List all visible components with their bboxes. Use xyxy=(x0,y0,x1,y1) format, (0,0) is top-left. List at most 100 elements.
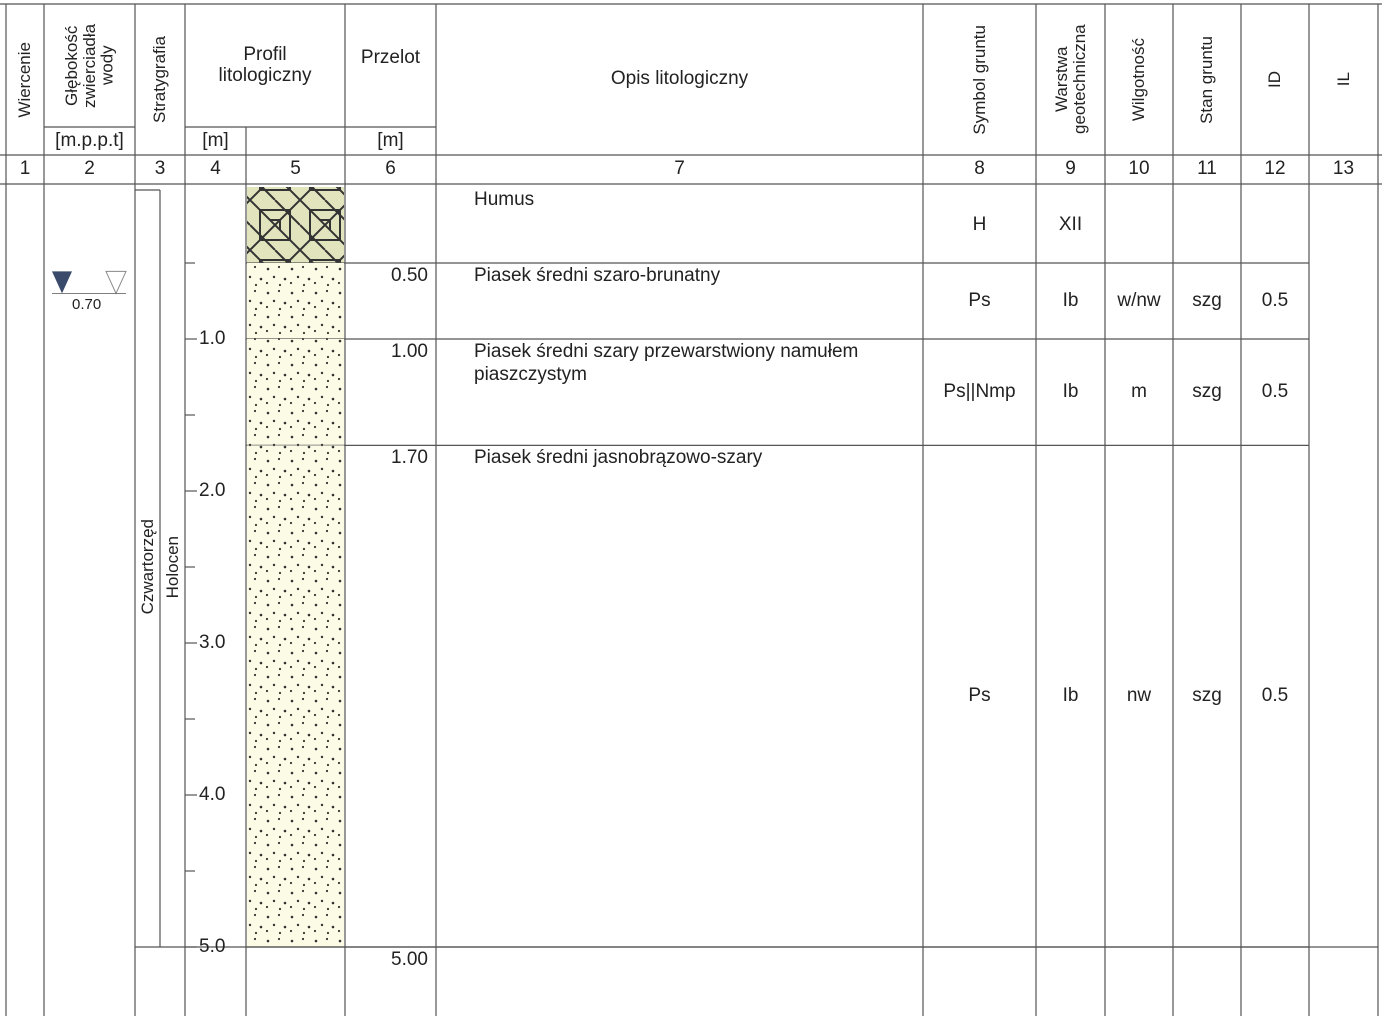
layer-moisture-cell: nw xyxy=(1105,445,1173,947)
stratigraphy-epoch: Holocen xyxy=(162,535,182,599)
sand-fill xyxy=(247,445,344,947)
sand-fill xyxy=(247,263,344,339)
column-number: 11 xyxy=(1197,158,1217,180)
column-number: 8 xyxy=(974,158,985,180)
stratigraphy-epoch-cell: Holocen xyxy=(160,187,185,947)
layer-moisture: m xyxy=(1131,380,1147,402)
layer-state-cell: szg xyxy=(1173,445,1241,947)
column-header-cell: Warstwa geotechniczna xyxy=(1036,4,1105,155)
unit-label: [m.p.p.t] xyxy=(55,129,124,151)
sand-fill xyxy=(247,339,344,446)
layer-moisture: w/nw xyxy=(1117,289,1161,311)
przelot-depth: 1.00 xyxy=(391,341,428,362)
column-header: IL xyxy=(1333,72,1353,87)
unit-label-cell: [m.p.p.t] xyxy=(44,127,135,155)
layer-state: szg xyxy=(1192,289,1222,311)
column-number-cell: 12 xyxy=(1241,155,1309,184)
water-marker-open xyxy=(105,270,127,295)
layer-geotech-layer-cell: XII xyxy=(1036,187,1105,263)
column-header-cell: Głębokość zwierciadła wody xyxy=(44,4,135,127)
layer-symbol: Ps||Nmp xyxy=(943,380,1016,402)
column-number-cell: 3 xyxy=(135,155,185,184)
layer-geotech-layer-cell: Ib xyxy=(1036,445,1105,947)
column-number: 12 xyxy=(1264,158,1286,180)
column-header-cell: Wiercenie xyxy=(6,4,44,155)
przelot-depth: 1.70 xyxy=(391,447,428,469)
column-header-cell: Przelot xyxy=(345,4,436,127)
humus-fill xyxy=(247,187,344,263)
przelot-depth: 5.00 xyxy=(391,949,428,970)
column-header-cell: IL xyxy=(1309,4,1378,155)
column-number: 7 xyxy=(674,158,685,180)
column-header: Stratygrafia xyxy=(150,36,170,123)
column-number: 10 xyxy=(1128,158,1150,180)
column-header: Symbol gruntu xyxy=(969,24,989,135)
layer-description: Humus xyxy=(474,189,535,210)
layer-description: Piasek średni szary przewarstwiony namuł… xyxy=(474,341,859,385)
column-number-cell: 6 xyxy=(345,155,436,184)
column-header: Profil litologiczny xyxy=(218,43,312,86)
layer-geotech-layer: XII xyxy=(1058,213,1083,235)
unit-label: [m] xyxy=(377,129,404,151)
column-number: 4 xyxy=(210,158,221,180)
water-marker xyxy=(52,271,72,294)
column-number: 9 xyxy=(1065,158,1076,180)
column-header: ID xyxy=(1265,71,1285,88)
column-header-cell: Wilgotność xyxy=(1105,4,1173,155)
column-header: Przelot xyxy=(360,47,421,68)
layer-description: Piasek średni jasnobrązowo-szary xyxy=(474,447,763,469)
column-header-cell: Symbol gruntu xyxy=(923,4,1036,155)
layer-geotech-layer: Ib xyxy=(1062,289,1079,311)
layer-id: 0.5 xyxy=(1261,289,1289,311)
layer-state-cell: szg xyxy=(1173,263,1241,339)
layer-symbol-cell: Ps||Nmp xyxy=(923,339,1036,445)
column-number-cell: 10 xyxy=(1105,155,1173,184)
layer-id-cell: 0.5 xyxy=(1241,263,1309,339)
layer-id: 0.5 xyxy=(1261,380,1289,402)
column-header-cell: ID xyxy=(1241,4,1309,155)
column-header: Wilgotność xyxy=(1129,37,1149,122)
layer-id-cell: 0.5 xyxy=(1241,445,1309,947)
depth-tick-label: 2.0 xyxy=(199,480,226,501)
layer-moisture: nw xyxy=(1126,684,1152,706)
stratigraphy-era: Czwartorzęd xyxy=(137,519,157,615)
column-number-cell: 8 xyxy=(923,155,1036,184)
layer-geotech-layer: Ib xyxy=(1062,684,1079,706)
unit-label: [m] xyxy=(202,129,229,151)
depth-tick-label: 1.0 xyxy=(199,328,226,349)
water-level-label: 0.70 xyxy=(72,296,102,314)
stratigraphy-era-cell: Czwartorzęd xyxy=(135,187,160,947)
depth-tick-label: 3.0 xyxy=(199,632,226,653)
layer-state-cell: szg xyxy=(1173,339,1241,445)
column-header-cell: Opis litologiczny xyxy=(436,4,923,155)
column-number: 1 xyxy=(19,158,31,180)
column-header: Wiercenie xyxy=(15,41,35,118)
column-header-cell: Stratygrafia xyxy=(135,4,185,155)
column-number: 5 xyxy=(290,158,301,180)
layer-id-cell: 0.5 xyxy=(1241,339,1309,445)
column-number-cell: 13 xyxy=(1309,155,1378,184)
column-number-cell: 2 xyxy=(44,155,135,184)
column-header: Opis litologiczny xyxy=(610,68,749,90)
layer-geotech-layer-cell: Ib xyxy=(1036,263,1105,339)
column-number: 3 xyxy=(154,158,166,180)
layer-symbol: H xyxy=(972,213,987,235)
layer-state: szg xyxy=(1192,684,1222,706)
column-number-cell: 9 xyxy=(1036,155,1105,184)
column-number-cell: 11 xyxy=(1173,155,1241,184)
column-header-cell: Stan gruntu xyxy=(1173,4,1241,155)
depth-tick-label: 4.0 xyxy=(199,784,226,805)
unit-label-cell: [m] xyxy=(345,127,436,155)
layer-id: 0.5 xyxy=(1261,684,1289,706)
layer-geotech-layer: Ib xyxy=(1062,380,1079,402)
layer-state: szg xyxy=(1192,380,1222,402)
column-number-cell: 1 xyxy=(6,155,44,184)
column-header: Stan gruntu xyxy=(1197,35,1217,124)
column-number-cell: 4 xyxy=(185,155,246,184)
przelot-depth: 0.50 xyxy=(391,265,428,286)
column-number: 6 xyxy=(385,158,396,180)
column-number: 13 xyxy=(1332,158,1355,180)
layer-moisture-cell: w/nw xyxy=(1105,263,1173,339)
